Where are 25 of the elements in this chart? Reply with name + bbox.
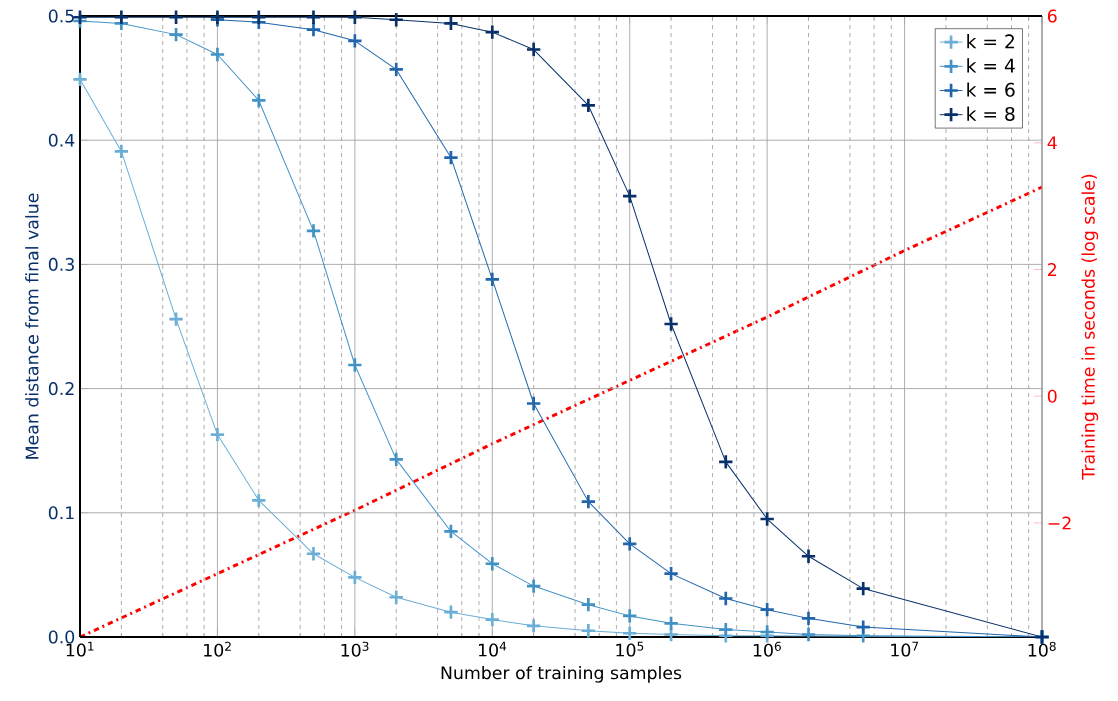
- y-tick-label: 0.3: [48, 257, 74, 271]
- x-tick-label: 10$^{7}$: [891, 641, 919, 657]
- x-axis-title: Number of training samples: [441, 665, 682, 683]
- x-tick-label: 10$^{3}$: [341, 641, 369, 657]
- y2-axis-title: Training time in seconds (log scale): [1081, 174, 1099, 480]
- y-tick-label: 0.4: [48, 133, 75, 147]
- y2-tick-label: 0: [1047, 389, 1057, 403]
- legend-label: k = 6: [967, 82, 1015, 97]
- y-tick-label: 0.5: [48, 9, 74, 23]
- legend-label: k = 4: [967, 58, 1015, 73]
- legend-label: k = 2: [967, 34, 1014, 49]
- x-tick-label: 10$^{2}$: [204, 641, 231, 657]
- x-tick-label: 10$^{8}$: [1028, 641, 1056, 657]
- y2-tick-label: 2: [1047, 263, 1056, 276]
- y2-tick-label: 6: [1047, 9, 1057, 23]
- y2-tick-label: 4: [1047, 136, 1057, 150]
- x-tick-label: 10$^{6}$: [753, 641, 781, 657]
- y-axis-title: Mean distance from final value: [25, 193, 39, 459]
- legend-label: k = 8: [967, 106, 1015, 122]
- y-tick-label: 0.1: [48, 506, 74, 520]
- y-tick-label: 0.2: [48, 382, 74, 396]
- y-tick-label: 0.0: [48, 630, 75, 644]
- x-tick-label: 10$^{4}$: [478, 641, 507, 657]
- y2-tick-label: −2: [1048, 516, 1071, 530]
- x-tick-label: 10$^{5}$: [616, 641, 644, 657]
